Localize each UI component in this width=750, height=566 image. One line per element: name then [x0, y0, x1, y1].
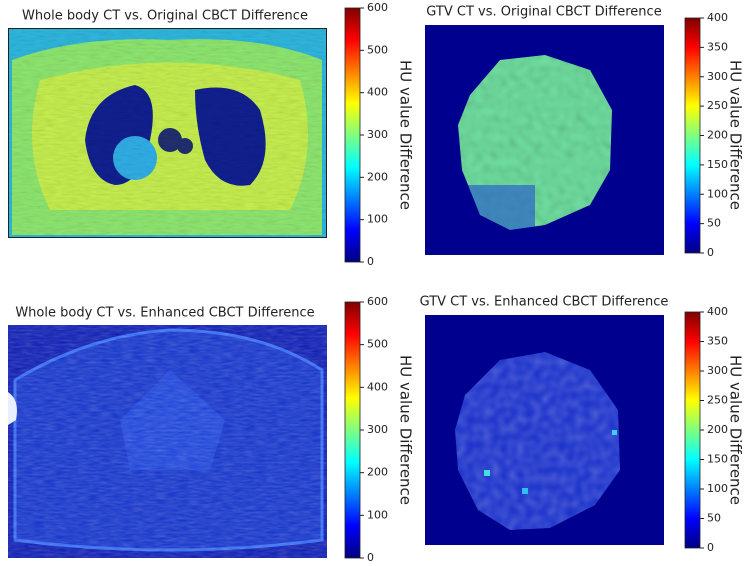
colorbar-tick-label: 350 — [707, 335, 728, 348]
colorbar-tick-label: 200 — [707, 423, 728, 436]
colorbar-tick-label: 100 — [367, 508, 388, 521]
colorbar-tick-label: 300 — [707, 364, 728, 377]
panel-title: Whole body CT vs. Original CBCT Differen… — [22, 9, 308, 24]
panel-title: GTV CT vs. Enhanced CBCT Difference — [420, 295, 669, 310]
colorbar-tick-label: 0 — [707, 541, 714, 554]
colorbar-tick-label: 200 — [367, 466, 388, 479]
colorbar-tick-label: 500 — [367, 338, 388, 351]
colorbar-label: HU value Difference — [727, 355, 745, 505]
colorbar — [344, 301, 361, 559]
colorbar-tick-label: 500 — [367, 43, 388, 56]
gtv-image — [425, 25, 664, 255]
colorbar-tick-label: 50 — [707, 217, 721, 230]
colorbar-tick-label: 400 — [367, 86, 388, 99]
colorbar-tick-label: 100 — [707, 482, 728, 495]
colorbar-tick-label: 300 — [367, 423, 388, 436]
colorbar-tick-label: 0 — [707, 246, 714, 259]
colorbar-tick-label: 350 — [707, 40, 728, 53]
colorbar-tick-label: 600 — [367, 295, 388, 308]
colorbar-tick-label: 250 — [707, 99, 728, 112]
colorbar-tick-label: 150 — [707, 453, 728, 466]
colorbar-tick-label: 100 — [707, 187, 728, 200]
colorbar-tick-label: 200 — [707, 129, 728, 142]
colorbar-label: HU value Difference — [397, 60, 415, 210]
panel-title: GTV CT vs. Original CBCT Difference — [426, 5, 661, 20]
colorbar-tick-label: 250 — [707, 394, 728, 407]
colorbar-label: HU value Difference — [727, 60, 745, 210]
ct-image — [8, 28, 327, 238]
colorbar-tick-label: 100 — [367, 213, 388, 226]
colorbar — [344, 7, 361, 263]
colorbar-tick-label: 400 — [707, 11, 728, 24]
colorbar-tick-label: 150 — [707, 158, 728, 171]
colorbar-tick-label: 600 — [367, 1, 388, 14]
colorbar-tick-label: 50 — [707, 512, 721, 525]
panel-title: Whole body CT vs. Enhanced CBCT Differen… — [15, 306, 314, 321]
colorbar — [684, 17, 701, 254]
colorbar-tick-label: 200 — [367, 170, 388, 183]
gtv-image — [425, 315, 664, 545]
colorbar-tick-label: 300 — [367, 128, 388, 141]
colorbar-label: HU value Difference — [397, 355, 415, 505]
colorbar — [684, 311, 701, 549]
ct-image — [8, 325, 327, 558]
colorbar-tick-label: 0 — [367, 255, 374, 268]
colorbar-tick-label: 400 — [707, 305, 728, 318]
colorbar-tick-label: 300 — [707, 70, 728, 83]
colorbar-tick-label: 400 — [367, 380, 388, 393]
colorbar-tick-label: 0 — [367, 551, 374, 564]
